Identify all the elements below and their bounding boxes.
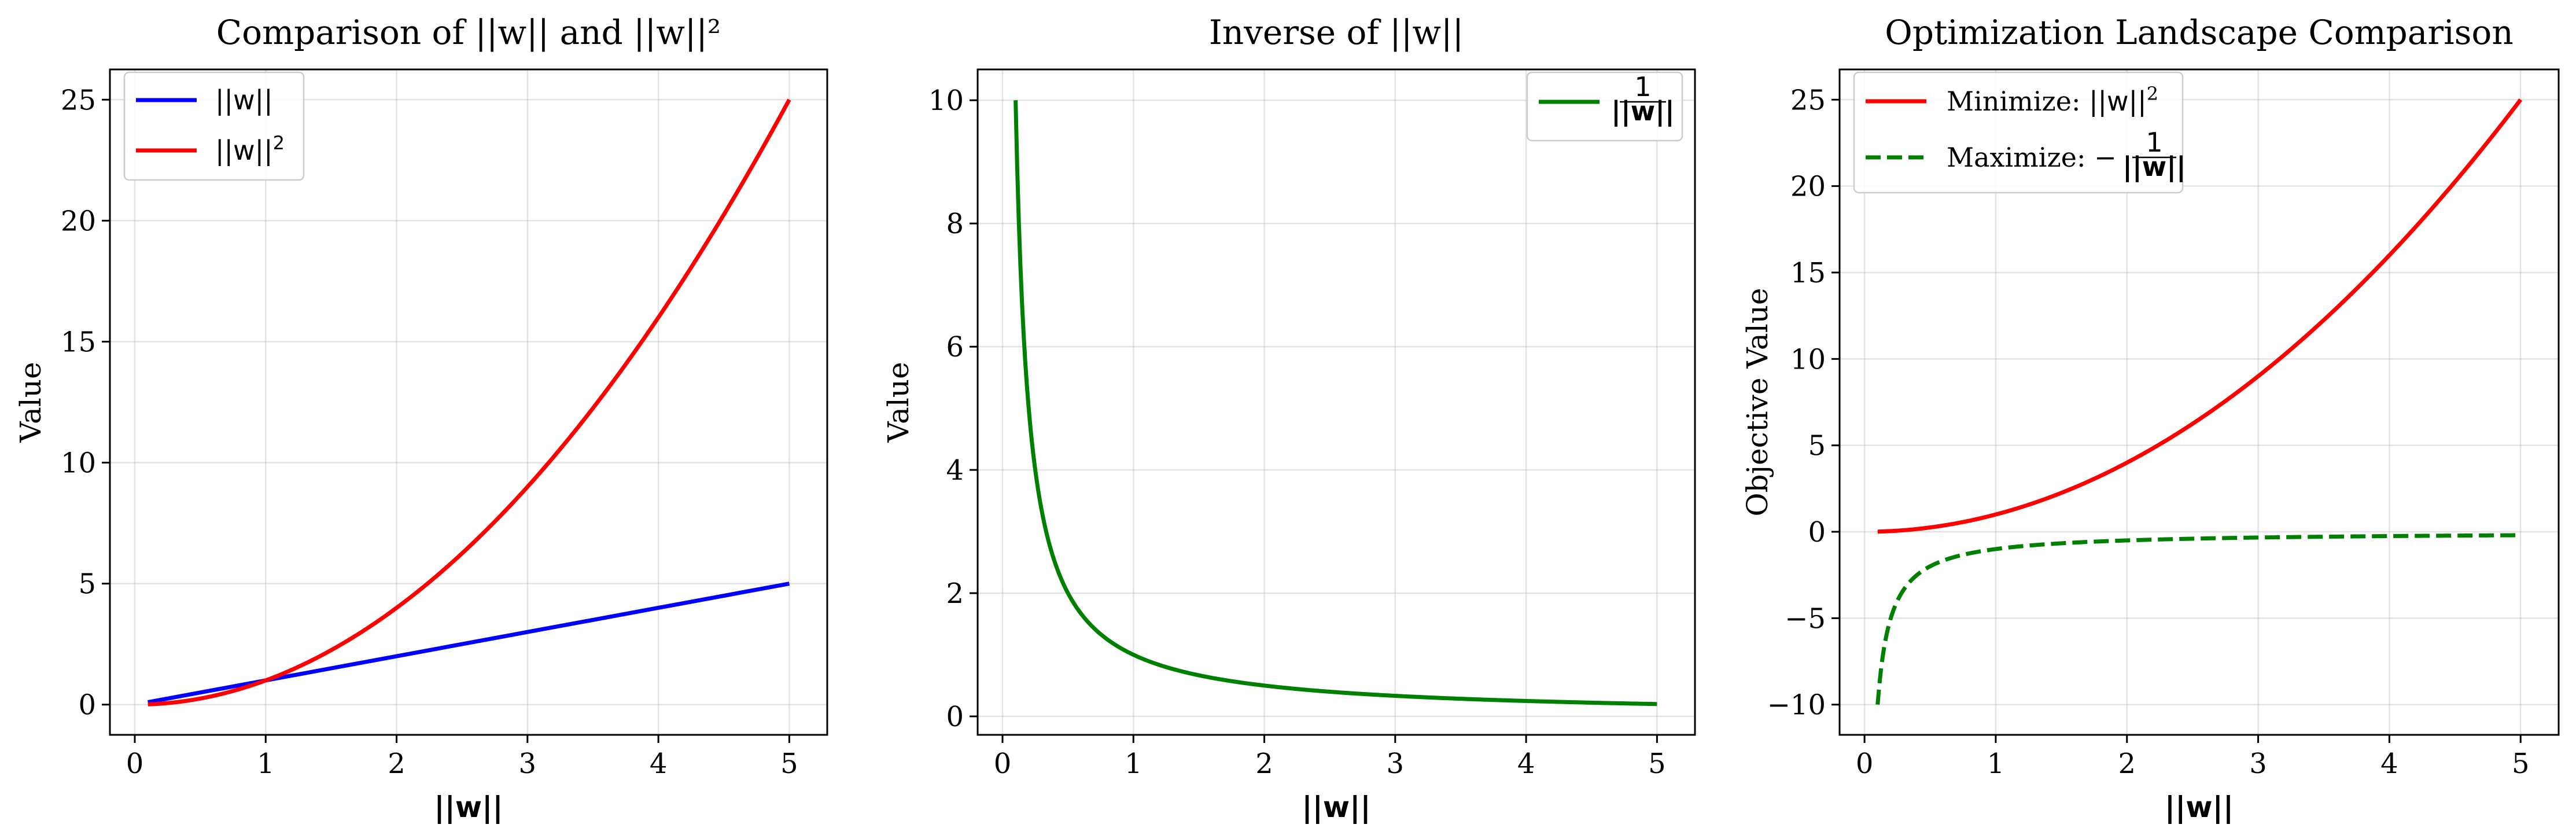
legend-fraction: 1 ||w|| bbox=[2122, 127, 2186, 183]
axis-ticks: 0 1 2 3 4 5 0 5 10 15 20 25 bbox=[61, 84, 798, 780]
plot-lines bbox=[1875, 98, 2523, 705]
y-axis-label: Objective Value bbox=[1741, 288, 1774, 516]
legend-label-minimize: Minimize: ||w||2 bbox=[1947, 83, 2158, 117]
x-axis-label: ||w|| bbox=[434, 790, 503, 824]
y-tick-label: 0 bbox=[946, 701, 964, 733]
panel-norm-comparison: 0 1 2 3 4 5 0 5 10 15 20 25 Comparison of ||w|| and… bbox=[14, 13, 828, 824]
y-tick-label: 15 bbox=[1790, 257, 1826, 289]
legend-label-norm-squared-text: ||w|| bbox=[215, 135, 273, 167]
y-tick-label: 10 bbox=[1790, 343, 1826, 376]
panel-inverse-norm: 0 1 2 3 4 5 0 2 4 6 8 10 Inverse of ||w|| Value ||w… bbox=[882, 13, 1696, 824]
y-tick-label: −5 bbox=[1785, 602, 1826, 635]
y-axis-label: Value bbox=[14, 362, 47, 443]
fraction-numerator: 1 bbox=[1634, 71, 1651, 102]
x-axis-label: ||w|| bbox=[1302, 790, 1370, 824]
legend: Minimize: ||w||2 Maximize: − 1 ||w|| bbox=[1853, 71, 2186, 194]
legend-box bbox=[123, 71, 305, 181]
plot-lines bbox=[147, 98, 791, 706]
legend-box bbox=[1526, 71, 1683, 142]
axes-frame bbox=[109, 68, 828, 736]
chart-title: Optimization Landscape Comparison bbox=[1885, 13, 2513, 52]
panel-optimization-landscape: 0 1 2 3 4 5 −10 −5 0 5 10 15 20 25 Optimization Lands… bbox=[1741, 13, 2560, 824]
y-tick-label: 5 bbox=[1808, 430, 1826, 462]
y-tick-label: 10 bbox=[61, 447, 96, 480]
legend-box bbox=[1853, 71, 2184, 194]
y-tick-label: 10 bbox=[928, 84, 964, 117]
axis-ticks: 0 1 2 3 4 5 0 2 4 6 8 10 bbox=[928, 84, 1666, 780]
y-tick-label: 5 bbox=[78, 568, 96, 601]
y-tick-label: 6 bbox=[946, 331, 964, 363]
y-tick-label: 25 bbox=[1790, 84, 1826, 116]
legend-superscript: 2 bbox=[2147, 83, 2158, 105]
axes-frame bbox=[1838, 68, 2560, 736]
x-tick-label: 3 bbox=[519, 748, 537, 780]
x-axis-label: ||w|| bbox=[2165, 790, 2234, 824]
legend: ||w|| ||w||2 bbox=[123, 71, 305, 181]
y-axis-label: Value bbox=[882, 362, 915, 443]
y-tick-label: 15 bbox=[61, 326, 96, 358]
y-tick-label: 0 bbox=[78, 689, 96, 722]
x-tick-label: 3 bbox=[1387, 748, 1405, 780]
x-tick-label: 4 bbox=[650, 748, 668, 780]
legend-label-inverse: 1 ||w|| bbox=[1611, 71, 1675, 127]
y-tick-label: 20 bbox=[61, 205, 96, 237]
y-tick-label: −10 bbox=[1767, 689, 1826, 722]
legend-prefix: Minimize: bbox=[1947, 86, 2089, 117]
x-tick-label: 1 bbox=[257, 748, 275, 780]
x-tick-label: 0 bbox=[1856, 748, 1874, 780]
axis-ticks: 0 1 2 3 4 5 −10 −5 0 5 10 15 20 25 bbox=[1767, 84, 2530, 780]
x-tick-label: 5 bbox=[2512, 748, 2530, 780]
y-tick-label: 0 bbox=[1808, 516, 1826, 549]
x-tick-label: 2 bbox=[1255, 748, 1273, 780]
x-tick-label: 2 bbox=[388, 748, 406, 780]
legend-math: ||w|| bbox=[2089, 86, 2147, 117]
y-tick-label: 4 bbox=[946, 454, 964, 487]
grid bbox=[978, 69, 1695, 735]
y-tick-label: 25 bbox=[61, 84, 96, 116]
legend-label-maximize: Maximize: − bbox=[1947, 142, 2117, 173]
chart-title: Inverse of ||w|| bbox=[1209, 13, 1464, 52]
legend-label-norm: ||w|| bbox=[215, 84, 273, 116]
y-tick-label: 8 bbox=[946, 208, 964, 240]
fraction-denominator: ||w|| bbox=[1611, 95, 1675, 127]
x-tick-label: 4 bbox=[1517, 748, 1535, 780]
legend-label-norm-text: ||w|| bbox=[215, 84, 273, 116]
x-tick-label: 1 bbox=[1987, 748, 2005, 780]
series-line-0 bbox=[1014, 100, 1658, 706]
x-tick-label: 5 bbox=[1648, 748, 1666, 780]
legend-prefix: Maximize: − bbox=[1947, 142, 2117, 173]
legend: 1 ||w|| bbox=[1526, 71, 1683, 142]
series-line-0 bbox=[1877, 98, 2523, 534]
axes-frame bbox=[976, 68, 1696, 736]
x-tick-label: 5 bbox=[780, 748, 798, 780]
series-line-1 bbox=[147, 98, 791, 706]
legend-label-superscript: 2 bbox=[273, 132, 285, 154]
y-tick-label: 2 bbox=[946, 577, 964, 610]
y-tick-label: 20 bbox=[1790, 171, 1826, 203]
x-tick-label: 2 bbox=[2118, 748, 2136, 780]
legend-label-norm-squared: ||w||2 bbox=[215, 132, 285, 167]
x-tick-label: 1 bbox=[1125, 748, 1143, 780]
fraction-denominator: ||w|| bbox=[2122, 151, 2186, 183]
fraction-numerator: 1 bbox=[2146, 127, 2162, 158]
chart-title: Comparison of ||w|| and ||w||² bbox=[216, 13, 721, 52]
x-tick-label: 0 bbox=[994, 748, 1012, 780]
x-tick-label: 3 bbox=[2249, 748, 2267, 780]
x-tick-label: 4 bbox=[2380, 748, 2398, 780]
plot-lines bbox=[1014, 100, 1658, 706]
x-tick-label: 0 bbox=[126, 748, 144, 780]
